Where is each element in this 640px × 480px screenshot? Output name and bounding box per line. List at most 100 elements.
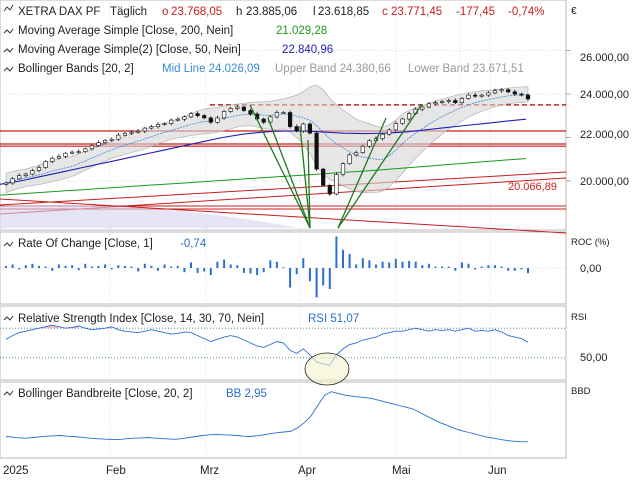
roc-bar: [24, 265, 27, 268]
bb-upper-value: Upper Band 24.380,66: [275, 63, 391, 75]
roc-bar: [474, 268, 477, 270]
candle-body: [466, 94, 471, 99]
candle-body: [96, 142, 101, 146]
roc-bar: [401, 261, 404, 268]
roc-bar: [302, 258, 305, 268]
candle-body: [274, 112, 280, 118]
roc-bar: [157, 268, 159, 271]
indicator-icon: [3, 28, 14, 34]
roc-bar: [414, 261, 417, 268]
roc-bar: [295, 268, 298, 275]
candle-body: [241, 106, 247, 111]
candle-body: [380, 133, 385, 139]
roc-bars: [0, 236, 566, 298]
low-label: l: [313, 6, 316, 18]
bbw-legend: Bollinger Bandbreite [Close, 20, 2] BB 2…: [3, 386, 591, 400]
candle-body: [287, 112, 293, 127]
roc-bar: [176, 265, 179, 268]
fan-line: [337, 103, 423, 229]
header-legend: XETRA DAX PF Täglich o 23.768,05 h 23.88…: [3, 4, 577, 75]
candle-body: [70, 151, 75, 154]
roc-bar: [77, 268, 80, 271]
bbw-panel[interactable]: [0, 381, 567, 459]
roc-bar: [289, 268, 292, 288]
time-label: 2025: [3, 465, 29, 477]
indicator-icon: [3, 315, 14, 321]
candle-body: [17, 175, 22, 180]
open-value: 23.768,05: [171, 6, 222, 18]
time-label: Mrz: [200, 465, 219, 477]
fan-line: [249, 104, 311, 229]
candle-body: [76, 151, 81, 153]
roc-bar: [84, 263, 87, 268]
roc-bar: [11, 264, 14, 268]
roc-bar: [454, 268, 457, 271]
candle-body: [492, 90, 498, 94]
candle-body: [453, 100, 458, 104]
roc-bar: [223, 259, 226, 268]
roc-bar: [275, 261, 278, 268]
roc-bar: [242, 268, 245, 273]
candle-body: [400, 118, 405, 124]
roc-bar: [527, 268, 529, 274]
roc-bar: [361, 258, 364, 268]
bb-mid-value: Mid Line 24.026,09: [162, 63, 260, 75]
roc-bar: [269, 260, 272, 268]
candle-body: [367, 140, 372, 147]
roc-bar: [388, 262, 391, 268]
roc-bar: [408, 261, 411, 268]
candle-body: [175, 118, 180, 121]
roc-bar: [441, 266, 444, 268]
roc-bar: [520, 268, 523, 270]
candle-body: [63, 152, 68, 157]
price-tick-label: 20.000,00: [580, 176, 629, 188]
rsi-value: RSI 51,07: [308, 313, 359, 325]
roc-bar: [31, 263, 34, 268]
roc-bar: [44, 266, 47, 268]
candle-body: [512, 91, 517, 95]
high-label: h: [236, 6, 242, 18]
roc-title: Rate Of Change [Close, 1]: [18, 238, 153, 250]
price-axis: 26.000,00 24.000,00 22.000,00 20.000,00 …: [508, 52, 629, 193]
roc-bar: [467, 263, 470, 268]
roc-bar: [104, 264, 107, 268]
roc-bar: [500, 266, 503, 268]
rsi-tick-label: 50,00: [580, 352, 608, 364]
roc-bar: [322, 268, 325, 286]
candle-body: [43, 161, 48, 168]
bb-legend-label: Bollinger Bands [20, 2]: [18, 63, 134, 75]
candle-body: [426, 103, 432, 108]
candle-body: [314, 132, 319, 170]
price-tick-label: 26.000,00: [580, 52, 629, 64]
candle-body: [248, 110, 253, 115]
candle-body: [169, 119, 174, 124]
price-tick-label: 24.000,00: [580, 89, 629, 101]
trend-line: [0, 198, 567, 234]
roc-legend: Rate Of Change [Close, 1] -0,74 ROC (%) …: [3, 237, 610, 275]
bbw-axis-label: BBD: [571, 386, 591, 397]
candle-body: [261, 118, 266, 123]
roc-bar: [183, 268, 186, 273]
roc-bar: [203, 268, 206, 272]
candle-body: [122, 132, 127, 136]
fan-line: [337, 117, 387, 229]
roc-bar: [64, 265, 67, 268]
candle-body: [116, 134, 121, 140]
candle-body: [479, 94, 484, 97]
open-label: o: [162, 6, 168, 18]
candle-body: [327, 185, 332, 195]
bbw-line: [5, 391, 529, 443]
candle-body: [23, 173, 28, 176]
roc-bar: [216, 261, 219, 268]
roc-bar: [57, 264, 60, 268]
candle-body: [506, 89, 511, 93]
roc-bar: [480, 266, 483, 268]
roc-bar: [427, 263, 430, 268]
change-value: -177,45: [456, 6, 495, 18]
sma200-legend-value: 21.029,28: [276, 25, 327, 37]
bollinger-band-area: [5, 84, 529, 194]
candle-body: [202, 115, 207, 119]
candle-body: [109, 138, 114, 141]
rsi-axis-label: RSI: [571, 312, 587, 323]
